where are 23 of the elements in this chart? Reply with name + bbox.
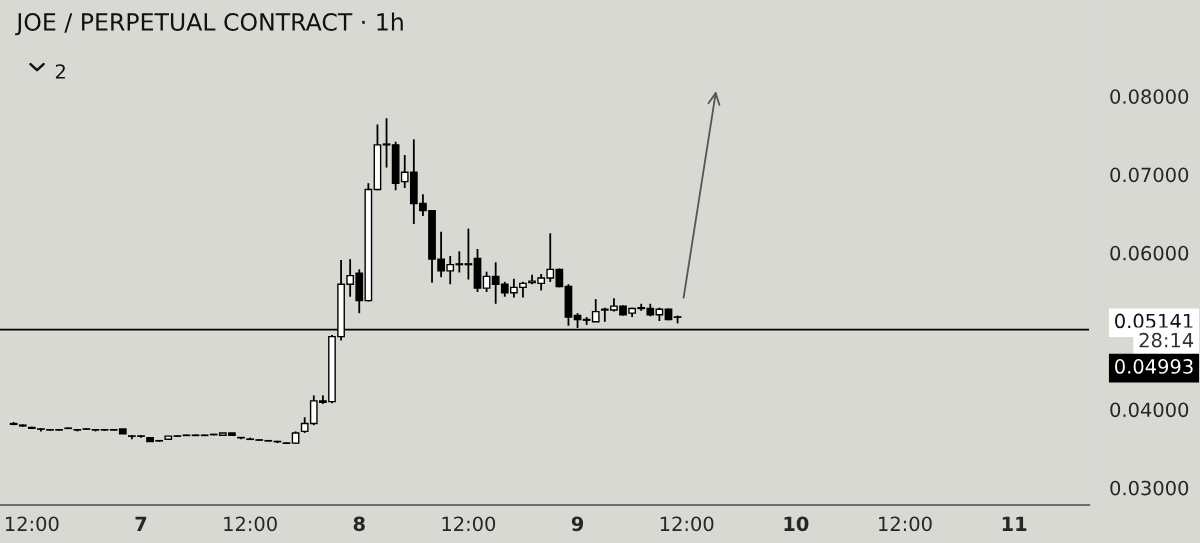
x-tick-label: 12:00	[660, 516, 714, 532]
candlestick	[382, 117, 391, 169]
y-tick-label: 0.06000	[1110, 245, 1189, 261]
x-tick-label: 12:00	[442, 516, 496, 532]
y-tick-label: 0.07000	[1110, 167, 1189, 183]
text: 28:14	[1139, 332, 1194, 348]
x-tick-label: 9	[571, 516, 584, 532]
text: 0.05141	[1115, 313, 1193, 329]
candlestick	[482, 270, 491, 293]
text: JOE / PERPETUAL CONTRACT · 1h	[15, 12, 403, 36]
candlestick	[464, 227, 473, 281]
x-tick-label: 11	[1002, 516, 1027, 531]
x-tick-label: 12:00	[224, 516, 277, 532]
y-tick-label: 0.04000	[1110, 402, 1189, 418]
y-tick-label: 0.03000	[1110, 480, 1189, 496]
x-tick-label: 12:00	[879, 516, 932, 532]
text: 0.04993	[1115, 359, 1193, 374]
x-tick-label: 12:00	[5, 516, 59, 532]
x-tick-label: 10	[784, 516, 809, 532]
annotation: 2	[55, 64, 65, 79]
x-tick-label: 8	[353, 516, 365, 532]
x-tick-label: 7	[135, 516, 147, 531]
y-tick-label: 0.08000	[1110, 89, 1189, 104]
